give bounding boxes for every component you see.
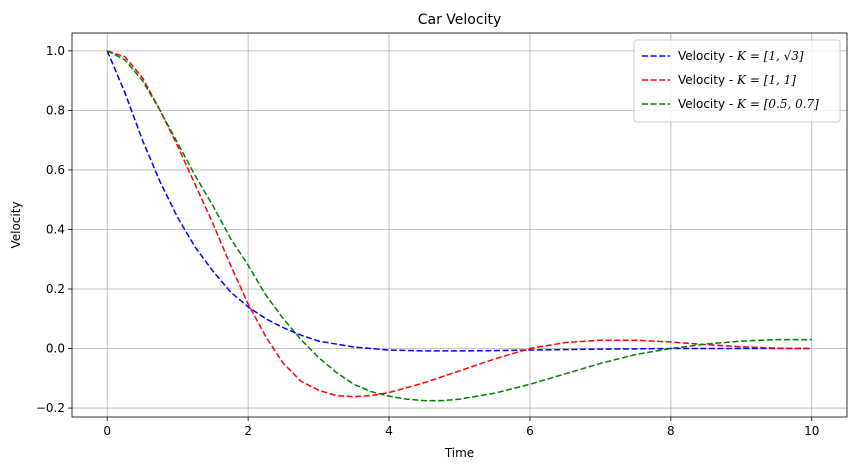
series-group — [106, 50, 812, 402]
y-tick-label: 0.0 — [46, 342, 65, 356]
legend-prefix: Velocity - — [678, 73, 737, 87]
legend-box — [633, 39, 841, 123]
x-axis-label: Time — [444, 446, 474, 460]
series-line-3 — [106, 50, 812, 402]
legend-prefix: Velocity - — [678, 49, 737, 63]
legend-entry-1: Velocity - K = [1, √3] — [678, 49, 804, 63]
x-tick-label: 4 — [385, 424, 393, 438]
y-tick-label: −0.2 — [36, 401, 65, 415]
legend-entry-3: Velocity - K = [0.5, 0.7] — [678, 97, 819, 111]
y-tick-label: 0.4 — [46, 222, 65, 236]
axis-ticks: 0 2 4 6 8 10 −0.2 0.0 0.2 0.4 0.6 0.8 1.0 — [36, 44, 820, 438]
y-tick-label: 0.8 — [46, 103, 65, 117]
x-tick-label: 10 — [804, 424, 819, 438]
plot-frame — [71, 32, 848, 418]
legend-math: K = [0.5, 0.7] — [736, 97, 819, 111]
legend-math: K = [1, 1] — [736, 73, 796, 87]
legend-entry-2: Velocity - K = [1, 1] — [678, 73, 796, 87]
y-tick-label: 0.2 — [46, 282, 65, 296]
y-tick-label: 1.0 — [46, 44, 65, 58]
x-tick-label: 8 — [667, 424, 675, 438]
series-line-2 — [106, 50, 812, 398]
grid-lines — [72, 33, 847, 417]
x-tick-label: 6 — [526, 424, 534, 438]
chart-title: Car Velocity — [418, 12, 501, 28]
y-tick-label: 0.6 — [46, 163, 65, 177]
legend-math: K = [1, √3] — [736, 49, 804, 63]
x-tick-label: 2 — [244, 424, 252, 438]
series-line-1 — [106, 50, 812, 352]
legend: Velocity - K = [1, √3]Velocity - K = [1,… — [633, 39, 841, 123]
legend-prefix: Velocity - — [678, 97, 737, 111]
x-tick-label: 0 — [103, 424, 111, 438]
y-axis-label: Velocity — [9, 201, 23, 248]
